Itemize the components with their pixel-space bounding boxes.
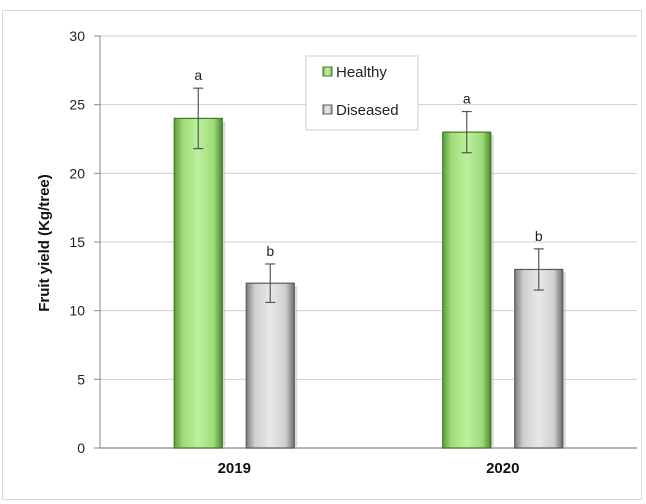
bar-healthy-2019 — [173, 117, 223, 449]
significance-letter: a — [194, 67, 202, 83]
y-axis-label: Fruit yield (Kg/tree) — [36, 174, 53, 312]
y-tick-label: 30 — [69, 28, 85, 44]
legend-swatch-diseased — [322, 104, 333, 115]
legend-swatch-healthy — [322, 66, 333, 77]
x-category-label: 2020 — [486, 460, 519, 477]
significance-letter: b — [266, 243, 274, 259]
y-tick-label: 20 — [69, 165, 85, 181]
y-tick-label: 10 — [69, 303, 85, 319]
bar-healthy-2020 — [442, 131, 492, 449]
y-tick-label: 25 — [69, 97, 85, 113]
bars: a b a b — [173, 67, 566, 449]
legend-label-healthy: Healthy — [336, 64, 387, 81]
significance-letter: b — [535, 228, 543, 244]
x-category-label: 2019 — [218, 460, 251, 477]
bar-diseased-2020 — [514, 268, 564, 449]
y-tick-label: 15 — [69, 234, 85, 250]
axes: 0 5 10 15 20 25 30 2019 2020 — [69, 28, 637, 477]
bar-diseased-2019 — [245, 282, 295, 449]
y-tick-label: 0 — [77, 440, 85, 456]
legend-label-diseased: Diseased — [336, 102, 399, 119]
y-tick-label: 5 — [77, 371, 85, 387]
legend: Healthy Diseased — [305, 55, 419, 131]
significance-letter: a — [463, 91, 471, 107]
